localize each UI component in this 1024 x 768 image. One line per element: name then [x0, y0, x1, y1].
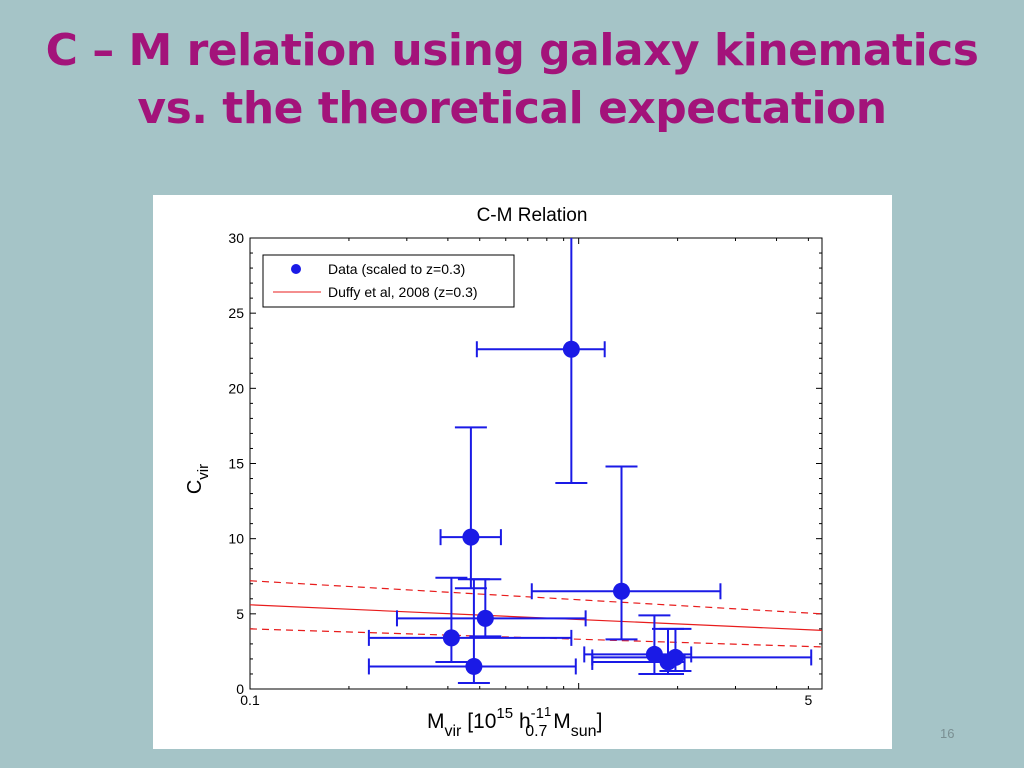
x-tick-label: 0.1 [240, 692, 260, 708]
chart-figure: C-M Relation 0 5 10 15 20 25 30 0.1 5 Cvir Mvir … [153, 195, 892, 749]
data-marker [462, 528, 480, 546]
legend-label-data: Data (scaled to z=0.3) [328, 261, 465, 277]
page-number: 16 [940, 726, 955, 741]
legend-box [262, 254, 515, 308]
data-marker [476, 609, 494, 627]
tick-labels: 0 5 10 15 20 25 30 0.1 5 [228, 230, 812, 708]
x-axis-label: Mvir [1015 h-11 0.7 Msun] [427, 704, 602, 740]
svg-text:Cvir: Cvir [184, 464, 212, 494]
x-label-main-sub: vir [445, 723, 463, 740]
chart-title: C-M Relation [477, 205, 588, 226]
slide-title-line-1: C – M relation using galaxy kinematics [45, 25, 979, 76]
y-tick-label: 30 [228, 230, 244, 246]
x-label-main: M [427, 710, 445, 733]
x-label-h-sup: -1 [531, 705, 544, 722]
data-point-group [530, 465, 722, 641]
x-label-msun-sub: sun [571, 723, 597, 740]
x-label-bracket-close: ] [597, 710, 603, 733]
data-point-group [395, 578, 587, 638]
legend-data-marker [291, 264, 301, 274]
data-point-group [367, 578, 577, 684]
slide-title: C – M relation using galaxy kinematics v… [0, 22, 1024, 138]
data-point-group [439, 426, 502, 590]
data-marker [666, 648, 684, 666]
y-label-sub: vir [195, 464, 212, 480]
data-marker [613, 582, 631, 600]
x-label-h-sub: 0.7 [525, 723, 547, 740]
y-tick-label: 20 [228, 380, 244, 396]
x-label-h: h [513, 710, 531, 733]
y-tick-label: 0 [236, 681, 244, 697]
y-tick-label: 10 [228, 531, 244, 547]
x-label-msun: M [547, 710, 570, 733]
x-label-bracket-open: [10 [461, 710, 496, 733]
y-axis-label: Cvir [184, 464, 212, 494]
x-label-exp15: 15 [496, 705, 513, 722]
data-marker [562, 340, 580, 358]
data-marker [465, 657, 483, 675]
data-point-group [367, 576, 573, 663]
data-points [367, 238, 813, 684]
y-tick-label: 15 [228, 456, 244, 472]
x-tick-label: 5 [804, 692, 812, 708]
data-marker [442, 629, 460, 647]
y-tick-label: 25 [228, 305, 244, 321]
x-label-exp1: 1 [544, 704, 551, 719]
chart-svg: C-M Relation 0 5 10 15 20 25 30 0.1 5 Cvir Mvir … [184, 205, 823, 740]
y-tick-label: 5 [236, 606, 244, 622]
data-point-group [475, 238, 606, 485]
y-label-main: C [184, 480, 206, 494]
slide-title-line-2: vs. the theoretical expectation [137, 83, 887, 134]
legend-label-model: Duffy et al, 2008 (z=0.3) [328, 284, 478, 300]
data-point-group [591, 627, 813, 672]
data-marker [645, 645, 663, 663]
legend: Data (scaled to z=0.3) Duffy et al, 2008… [262, 254, 515, 308]
